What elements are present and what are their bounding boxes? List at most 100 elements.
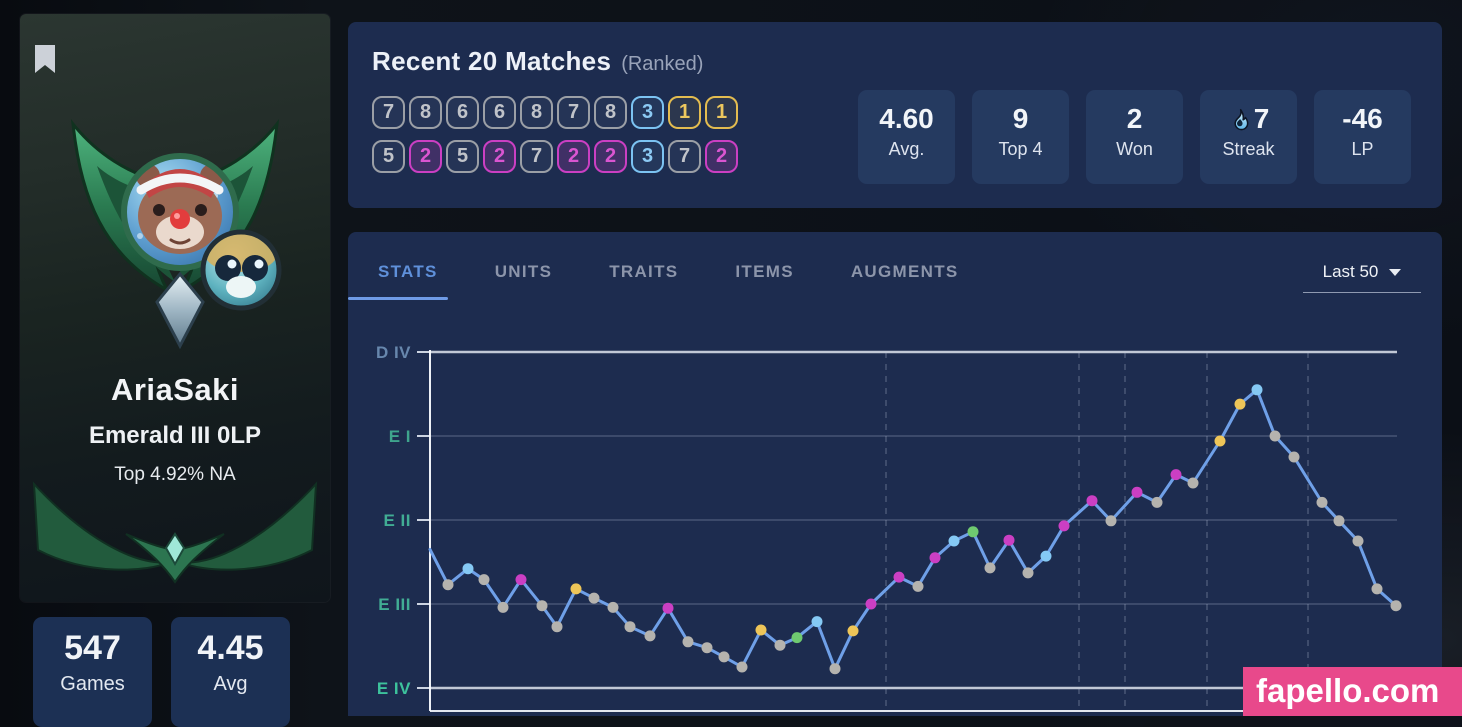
game-point-gray[interactable] <box>1390 600 1402 612</box>
emblem-crest <box>155 271 205 350</box>
lp-line <box>428 388 1398 671</box>
game-point-gray[interactable] <box>624 621 636 633</box>
tab-stats[interactable]: STATS <box>348 252 448 300</box>
placement-badge[interactable]: 2 <box>483 140 516 173</box>
game-point-gray[interactable] <box>1288 451 1300 463</box>
game-point-gray[interactable] <box>1187 477 1199 489</box>
summary-value: -46 <box>1342 103 1383 134</box>
game-point-blue[interactable] <box>1251 384 1263 396</box>
player-rank: Emerald III 0LP <box>88 422 262 449</box>
game-point-gray[interactable] <box>1316 496 1328 508</box>
game-point-green[interactable] <box>791 632 803 644</box>
game-point-magenta[interactable] <box>1131 486 1143 498</box>
placement-badge[interactable]: 6 <box>446 96 479 129</box>
summary-stat-top-4: 9 Top 4 <box>972 90 1069 184</box>
game-point-gold[interactable] <box>570 583 582 595</box>
game-point-gray[interactable] <box>588 592 600 604</box>
game-point-gray[interactable] <box>442 579 454 591</box>
game-point-gray[interactable] <box>551 621 563 633</box>
game-point-gray[interactable] <box>607 601 619 613</box>
game-point-magenta[interactable] <box>1170 469 1182 481</box>
avg-label: Avg <box>213 673 248 695</box>
game-point-magenta[interactable] <box>865 598 877 610</box>
placement-badge[interactable]: 1 <box>668 96 701 129</box>
game-point-magenta[interactable] <box>515 574 527 586</box>
game-point-gold[interactable] <box>755 624 767 636</box>
summary-value: 9 <box>1012 103 1029 134</box>
recent-matches-title: Recent 20 Matches <box>372 46 612 76</box>
timeframe-label: Last 50 <box>1322 262 1379 281</box>
placement-badge[interactable]: 7 <box>557 96 590 129</box>
game-point-gray[interactable] <box>1269 430 1281 442</box>
timeframe-select[interactable]: Last 50 <box>1303 252 1421 293</box>
game-point-gold[interactable] <box>847 625 859 637</box>
game-point-magenta[interactable] <box>893 571 905 583</box>
placement-badge[interactable]: 3 <box>631 140 664 173</box>
game-point-gray[interactable] <box>1333 515 1345 527</box>
game-point-magenta[interactable] <box>1086 495 1098 507</box>
summary-stat-won: 2 Won <box>1086 90 1183 184</box>
placement-badge[interactable]: 5 <box>446 140 479 173</box>
game-point-gray[interactable] <box>829 663 841 675</box>
game-point-blue[interactable] <box>1040 550 1052 562</box>
game-point-gray[interactable] <box>1352 535 1364 547</box>
placement-badge[interactable]: 8 <box>594 96 627 129</box>
game-point-gray[interactable] <box>736 661 748 673</box>
game-point-gray[interactable] <box>536 600 548 612</box>
game-point-blue[interactable] <box>948 535 960 547</box>
companion-avatar[interactable] <box>200 229 282 311</box>
watermark: fapello.com <box>1243 667 1462 716</box>
game-point-gold[interactable] <box>1214 435 1226 447</box>
card-bottom-ornament <box>32 481 318 584</box>
game-point-gray[interactable] <box>682 636 694 648</box>
game-point-gray[interactable] <box>1371 583 1383 595</box>
placement-badge[interactable]: 6 <box>483 96 516 129</box>
tab-augments[interactable]: AUGMENTS <box>851 252 959 292</box>
game-point-gray[interactable] <box>1022 567 1034 579</box>
stats-panel: STATS UNITS TRAITS ITEMS AUGMENTS Last 50 D … <box>348 232 1442 716</box>
tab-items[interactable]: ITEMS <box>735 252 793 292</box>
game-point-gray[interactable] <box>497 601 509 613</box>
placement-badge[interactable]: 5 <box>372 140 405 173</box>
game-point-magenta[interactable] <box>662 602 674 614</box>
placement-badge[interactable]: 2 <box>705 140 738 173</box>
y-tick-label: E I <box>389 427 411 446</box>
placement-badge[interactable]: 7 <box>668 140 701 173</box>
game-point-gray[interactable] <box>478 574 490 586</box>
placement-badge[interactable]: 7 <box>372 96 405 129</box>
placement-badge[interactable]: 1 <box>705 96 738 129</box>
tab-units[interactable]: UNITS <box>495 252 553 292</box>
placement-badge[interactable]: 8 <box>520 96 553 129</box>
placement-badge[interactable]: 3 <box>631 96 664 129</box>
game-point-blue[interactable] <box>462 563 474 575</box>
y-tick-label: E II <box>383 511 411 530</box>
game-point-magenta[interactable] <box>1003 534 1015 546</box>
game-point-gold[interactable] <box>1234 398 1246 410</box>
game-point-magenta[interactable] <box>929 552 941 564</box>
y-tick-label: E IV <box>377 679 411 698</box>
placement-badge[interactable]: 2 <box>409 140 442 173</box>
tab-traits[interactable]: TRAITS <box>609 252 678 292</box>
game-point-gray[interactable] <box>701 642 713 654</box>
placement-badge[interactable]: 7 <box>520 140 553 173</box>
game-point-gray[interactable] <box>1105 515 1117 527</box>
bookmark-icon[interactable] <box>33 43 57 75</box>
game-point-magenta[interactable] <box>1058 520 1070 532</box>
summary-stat-streak: 7 Streak <box>1200 90 1297 184</box>
placement-badge[interactable]: 2 <box>557 140 590 173</box>
game-point-blue[interactable] <box>811 616 823 628</box>
game-point-gray[interactable] <box>644 630 656 642</box>
game-point-gray[interactable] <box>774 639 786 651</box>
game-point-gray[interactable] <box>984 562 996 574</box>
placement-badge[interactable]: 8 <box>409 96 442 129</box>
game-point-gray[interactable] <box>718 651 730 663</box>
player-avatar[interactable] <box>121 153 239 271</box>
summary-label: Streak <box>1222 139 1275 159</box>
game-point-gray[interactable] <box>912 580 924 592</box>
summary-value: 2 <box>1126 103 1143 134</box>
placement-badge[interactable]: 2 <box>594 140 627 173</box>
summary-label: Avg. <box>888 139 925 159</box>
game-point-gray[interactable] <box>1151 496 1163 508</box>
game-point-green[interactable] <box>967 526 979 538</box>
